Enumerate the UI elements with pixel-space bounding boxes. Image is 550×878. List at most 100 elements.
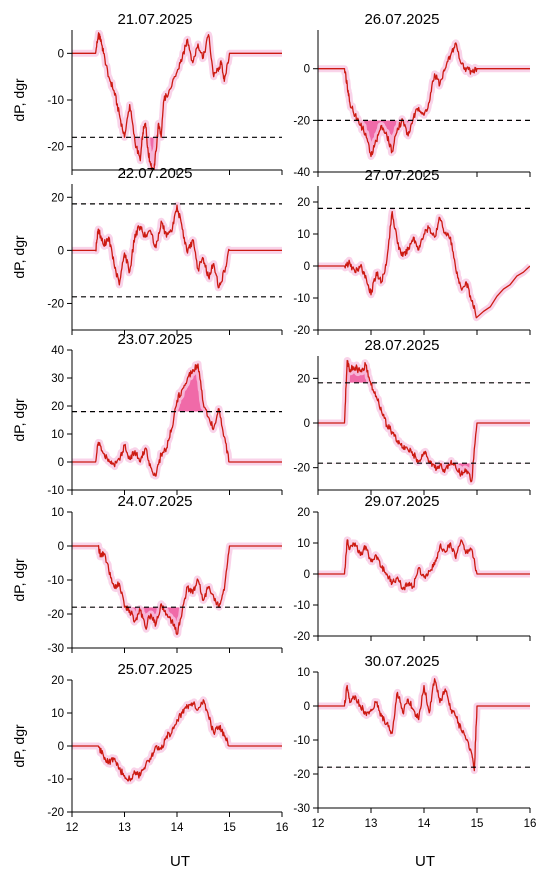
y-tick-label: -20	[293, 769, 310, 781]
x-axis-label-left: UT	[170, 853, 190, 870]
y-tick-label: -20	[47, 142, 64, 154]
panel-1: 0 -10 -20 21.07.2025 dP, dgr	[11, 11, 283, 175]
series-line-7	[72, 544, 282, 636]
plot-area-8	[318, 536, 530, 594]
y-tick-label: 30	[51, 373, 64, 385]
y-tick-label: 20	[297, 507, 310, 519]
panel-2: 0 -20 -40 26.07.2025	[293, 11, 531, 179]
x-tick-label: 15	[223, 822, 236, 834]
x-tick-label: 14	[171, 822, 184, 834]
trace-halo-10	[318, 675, 530, 775]
plot-area-10	[318, 675, 530, 775]
y-tick-label: -10	[293, 600, 310, 612]
x-tick-label: 16	[524, 818, 537, 830]
y-tick-label: 10	[297, 538, 310, 550]
panel-title: 29.07.2025	[364, 493, 439, 510]
y-tick-label: 20	[51, 192, 64, 204]
y-tick-label: -20	[293, 631, 310, 643]
panel-4: 20 10 0 -10 -20 27.07.2025	[293, 167, 531, 337]
x-axis-label-right: UT	[415, 853, 435, 870]
plot-area-5	[72, 360, 282, 480]
y-tick-label: 0	[304, 261, 310, 273]
exceedance-fill-5-1	[174, 364, 220, 412]
y-axis-label: dP, dgr	[11, 724, 27, 768]
y-tick-label: -20	[47, 298, 64, 310]
panel-title: 21.07.2025	[117, 11, 192, 28]
trace-halo-5	[72, 360, 282, 480]
panel-6: 20 0 -20 28.07.2025	[293, 337, 531, 495]
x-tick-label: 12	[312, 818, 325, 830]
panel-title: 24.07.2025	[117, 493, 192, 510]
axes-4	[313, 186, 531, 335]
y-tick-label: 0	[304, 418, 310, 430]
series-line-9	[72, 699, 282, 782]
y-tick-label: -10	[293, 735, 310, 747]
panel-3: 20 0 -20 22.07.2025 dP, dgr	[11, 165, 283, 335]
y-tick-label: 0	[304, 64, 310, 76]
y-tick-label: 0	[58, 48, 64, 60]
y-tick-label: 40	[51, 345, 64, 357]
x-tick-label: 13	[118, 822, 131, 834]
x-tick-label: 16	[276, 822, 289, 834]
y-tick-label: 0	[58, 245, 64, 257]
panel-7: 10 0 -10 -20 -30 24.07.2025 dP, dgr	[11, 493, 283, 655]
panels-group: 0 -10 -20 21.07.2025 dP, dgr 0 -20 -40 26.07.202…	[11, 11, 536, 834]
y-tick-label: -10	[47, 485, 64, 497]
x-tick-label: 15	[471, 818, 484, 830]
axes-10	[313, 671, 531, 813]
y-tick-label: 10	[297, 667, 310, 679]
trace-halo-7	[72, 542, 282, 638]
series-line-4	[318, 210, 530, 319]
plot-area-7	[72, 542, 282, 638]
axes-3	[67, 184, 283, 335]
plot-area-1	[72, 30, 282, 170]
y-tick-label: 20	[297, 373, 310, 385]
y-tick-label: 10	[51, 507, 64, 519]
trace-halo-1	[72, 30, 282, 170]
series-line-10	[318, 678, 530, 772]
panel-title: 22.07.2025	[117, 165, 192, 182]
axes-1	[67, 30, 283, 175]
y-tick-label: 10	[297, 229, 310, 241]
y-tick-label: 0	[58, 541, 64, 553]
y-tick-label: 0	[304, 701, 310, 713]
y-tick-label: 20	[51, 675, 64, 687]
axes-7	[67, 511, 283, 653]
y-tick-label: -30	[293, 803, 310, 815]
y-tick-label: -40	[293, 167, 310, 179]
series-line-3	[72, 204, 282, 289]
panel-title: 28.07.2025	[364, 337, 439, 354]
series-line-5	[72, 363, 282, 477]
y-axis-label: dP, dgr	[11, 235, 27, 279]
y-tick-label: -10	[47, 95, 64, 107]
axes-2	[313, 30, 531, 177]
y-tick-label: 0	[58, 741, 64, 753]
y-tick-label: 20	[51, 401, 64, 413]
plot-area-9	[72, 696, 282, 785]
y-tick-label: -20	[293, 463, 310, 475]
panel-8: 20 10 0 -10 -20 29.07.2025	[293, 493, 531, 643]
y-tick-label: 0	[304, 569, 310, 581]
y-tick-label: -20	[293, 115, 310, 127]
y-tick-label: 0	[58, 457, 64, 469]
panel-title: 26.07.2025	[364, 11, 439, 28]
plot-area-3	[72, 201, 282, 292]
panel-title: 30.07.2025	[364, 653, 439, 670]
axes-6	[313, 356, 531, 495]
series-line-2	[318, 42, 530, 158]
panel-5: 40 30 20 10 0 -10 23.07.2025 dP, dgr	[11, 331, 283, 497]
y-tick-label: 20	[297, 197, 310, 209]
panel-title: 23.07.2025	[117, 331, 192, 348]
axes-5	[67, 349, 283, 495]
y-tick-label: 10	[51, 708, 64, 720]
y-axis-label: dP, dgr	[11, 78, 27, 122]
axes-9	[67, 679, 283, 817]
y-axis-label: dP, dgr	[11, 558, 27, 602]
y-tick-label: -10	[293, 293, 310, 305]
y-tick-label: -20	[293, 325, 310, 337]
axes-8	[313, 511, 531, 641]
x-tick-label: 13	[365, 818, 378, 830]
